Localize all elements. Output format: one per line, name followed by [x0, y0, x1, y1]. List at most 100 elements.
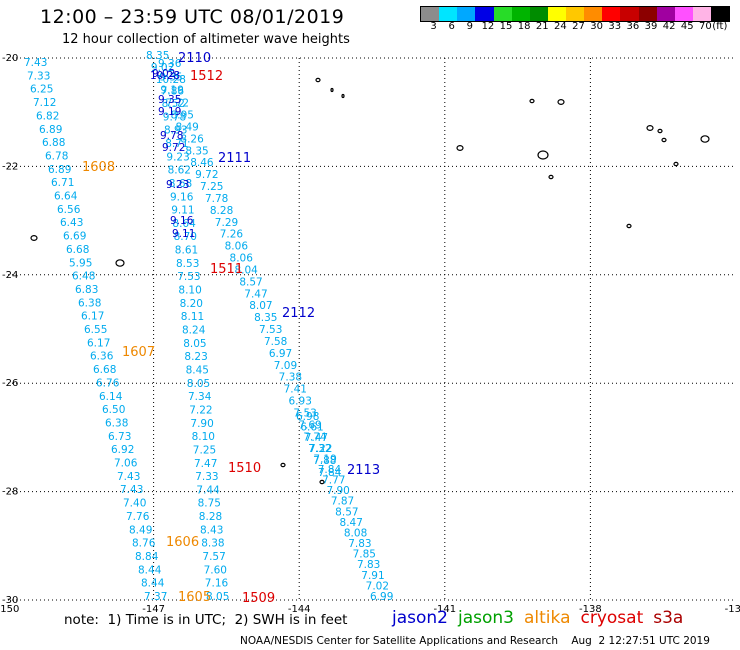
- scale-label: (ft): [712, 21, 728, 32]
- swh-value-mid-track: 10.28: [156, 74, 186, 86]
- swh-value-left-track: 7.37: [144, 591, 167, 603]
- swh-value-center-track: 8.53: [176, 258, 199, 270]
- island-outline: [700, 135, 710, 143]
- scale-swatch: [529, 7, 548, 21]
- scale-swatch: [511, 7, 530, 21]
- swh-value-left-track: 7.12: [33, 97, 56, 109]
- swh-value-highlight: 9.02: [152, 68, 175, 80]
- lon-tick-label: -141: [433, 604, 456, 615]
- swh-value-center-track: 9.78: [163, 111, 186, 123]
- scale-label: 15: [499, 21, 513, 32]
- swh-value-left-track: 8.49: [129, 524, 152, 536]
- swh-value-mid-track: 6.97: [269, 348, 292, 360]
- scale-label: 70: [698, 21, 712, 32]
- swh-value-right-track: 7.84: [318, 464, 342, 476]
- swh-value-center-track: 7.22: [189, 404, 212, 416]
- swh-value-left-track: 8.76: [132, 538, 156, 550]
- swh-value-left-track: 6.83: [75, 284, 98, 296]
- swh-value-center-track: 8.10: [178, 285, 201, 297]
- lon-tick-label: -147: [142, 604, 165, 615]
- swh-value-center-track: 7.33: [195, 471, 218, 483]
- scale-swatch: [656, 7, 675, 21]
- pass-id-label: 2110: [178, 51, 211, 66]
- swh-value-left-track: 7.06: [114, 458, 138, 470]
- swh-value-mid-track: 8.35: [185, 145, 208, 157]
- swh-value-left-track: 6.76: [96, 377, 120, 389]
- scale-swatch: [692, 7, 711, 21]
- swh-value-right-track: 6.61: [300, 422, 323, 434]
- island-outline: [319, 479, 325, 485]
- swh-value-center-track: 7.90: [190, 418, 213, 430]
- swh-value-highlight: 9.78: [160, 130, 183, 142]
- swh-value-center-track: 8.61: [175, 245, 198, 257]
- pass-id-label: 1607: [122, 345, 155, 360]
- scale-label: 12: [481, 21, 495, 32]
- swh-value-center-track: 7.44: [196, 484, 220, 496]
- credit-footer: NOAA/NESDIS Center for Satellite Applica…: [240, 635, 710, 647]
- swh-value-right-track: 7.87: [331, 496, 354, 508]
- scale-swatch: [547, 7, 566, 21]
- pass-id-label: 2112: [282, 306, 315, 321]
- swh-value-right-track: 7.83: [357, 559, 380, 571]
- swh-value-left-track: 8.84: [135, 551, 159, 563]
- swh-value-mid-track: 7.53: [259, 324, 282, 336]
- pass-id-label: 1512: [190, 69, 223, 84]
- swh-value-right-track: 7.91: [361, 570, 384, 582]
- swh-value-mid-track: 8.04: [234, 264, 258, 276]
- swh-value-left-track: 7.43: [117, 471, 140, 483]
- swh-value-mid-track: 7.53: [293, 407, 316, 419]
- scale-label: 21: [535, 21, 549, 32]
- island-outline: [529, 98, 535, 104]
- lat-tick-label: -28: [2, 487, 18, 498]
- swh-value-right-track: 7.83: [348, 538, 371, 550]
- swh-value-center-track: 8.11: [181, 311, 204, 323]
- scale-swatch: [475, 7, 494, 21]
- island-outline: [626, 223, 632, 229]
- island-outline: [537, 150, 549, 160]
- island-outline: [673, 161, 679, 167]
- swh-value-right-track: 7.47: [305, 432, 328, 444]
- island-outline: [280, 462, 286, 468]
- scale-swatch: [566, 7, 585, 21]
- swh-value-left-track: 6.68: [66, 244, 89, 256]
- units-note: note: 1) Time is in UTC; 2) SWH is in fe…: [64, 612, 348, 628]
- swh-value-left-track: 7.33: [27, 70, 50, 82]
- swh-value-mid-track: 8.57: [239, 276, 262, 288]
- scale-label: 18: [517, 21, 531, 32]
- swh-value-center-track: 9.19: [160, 85, 183, 97]
- swh-value-left-track: 6.56: [57, 204, 81, 216]
- swh-value-center-track: 8.43: [200, 524, 223, 536]
- swh-value-highlight: 9.19: [158, 106, 181, 118]
- swh-value-mid-track: 7.78: [205, 193, 228, 205]
- swh-value-left-track: 6.82: [36, 110, 59, 122]
- swh-value-left-track: 6.38: [105, 417, 128, 429]
- swh-value-center-track: 7.16: [205, 578, 229, 590]
- swh-value-center-track: 7.60: [204, 564, 227, 576]
- pass-id-label: 1510: [228, 461, 261, 476]
- swh-value-center-track: 7.57: [202, 551, 225, 563]
- swh-value-left-track: 8.44: [141, 578, 165, 590]
- swh-value-left-track: 6.89: [39, 124, 62, 136]
- satellite-legend-item: cryosat: [580, 608, 644, 628]
- swh-value-mid-track: 8.35: [146, 50, 169, 62]
- swh-value-center-track: 8.68: [169, 178, 192, 190]
- lat-tick-label: -24: [2, 270, 18, 281]
- swh-value-mid-track: 7.88: [313, 455, 336, 467]
- scale-swatch: [584, 7, 603, 21]
- scale-swatch: [602, 7, 621, 21]
- swh-value-mid-track: 8.28: [210, 205, 233, 217]
- swh-value-mid-track: 8.95: [171, 110, 194, 122]
- swh-value-mid-track: 6.93: [289, 396, 312, 408]
- swh-value-center-track: 8.05: [187, 378, 210, 390]
- scale-label: 39: [644, 21, 658, 32]
- satellite-legend-item: jason3: [458, 608, 514, 628]
- swh-value-center-track: 8.23: [184, 351, 207, 363]
- swh-value-center-track: 9.36: [158, 58, 182, 70]
- swh-value-left-track: 6.50: [102, 404, 125, 416]
- scale-swatch: [439, 7, 458, 21]
- swh-value-left-track: 7.76: [126, 511, 150, 523]
- swh-value-center-track: 8.64: [172, 218, 196, 230]
- swh-value-left-track: 6.14: [99, 391, 123, 403]
- swh-value-mid-track: 7.26: [220, 229, 244, 241]
- swh-value-left-track: 6.43: [60, 217, 83, 229]
